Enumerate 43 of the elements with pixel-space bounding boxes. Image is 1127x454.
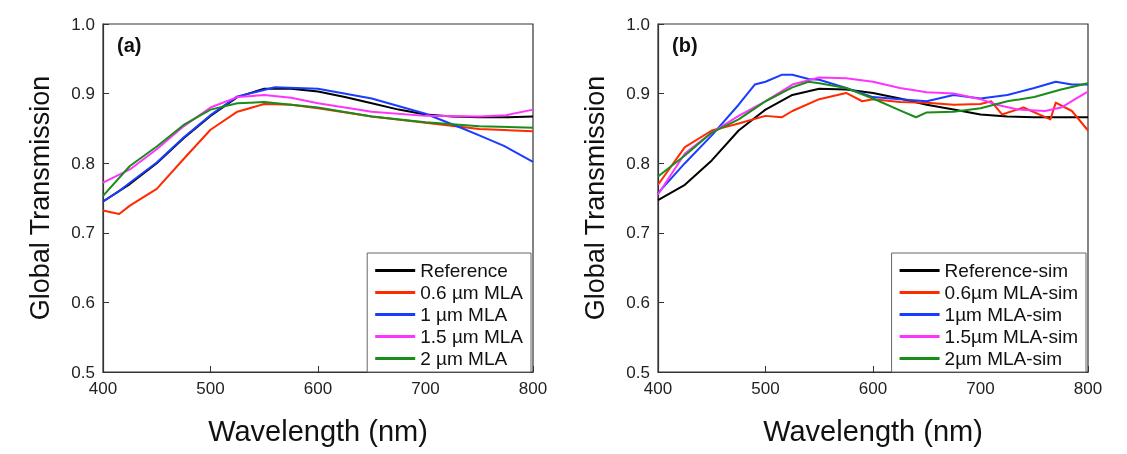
x-tick-label: 500 (751, 379, 780, 398)
legend-label: 0.6 µm MLA (420, 282, 524, 303)
line-series (102, 93, 534, 184)
legend-label: 1µm MLA-sim (944, 304, 1063, 325)
x-tick-label: 800 (1073, 379, 1103, 398)
x-tick-label: 500 (196, 379, 225, 398)
y-tick-label: 0.6 (71, 292, 95, 312)
y-tick-label: 1.0 (71, 14, 95, 34)
y-tick-label: 0.5 (71, 362, 95, 382)
text: (a) (117, 34, 142, 56)
x-tick-label: 400 (643, 379, 673, 398)
line-series (657, 91, 1089, 186)
line-series (657, 80, 1089, 178)
y-tick-label: 1.0 (626, 14, 650, 34)
y-tick-label: 0.9 (71, 84, 95, 104)
x-tick-label: 800 (518, 379, 548, 398)
x-axis-title: Wavelength (nm) (208, 414, 428, 447)
legend-label: 2 µm MLA (420, 348, 508, 369)
y-tick-label: 0.8 (626, 153, 650, 173)
y-tick-label: 0.8 (71, 153, 95, 173)
y-tick-label: 0.6 (626, 292, 650, 312)
y-tick-label: 0.7 (71, 223, 95, 243)
x-tick-label: 600 (858, 379, 888, 398)
text: (b) (672, 34, 698, 56)
legend-label: 0.6µm MLA-sim (944, 282, 1079, 303)
legend-label: 1.5µm MLA-sim (944, 326, 1079, 347)
legend-label: 2µm MLA-sim (944, 348, 1063, 369)
x-tick-label: 400 (88, 379, 118, 398)
y-tick-label: 0.9 (626, 84, 650, 104)
y-axis-title: Global Transmission (579, 75, 610, 321)
x-axis-title: Wavelength (nm) (763, 414, 983, 447)
y-tick-label: 0.7 (626, 223, 650, 243)
x-tick-label: 700 (411, 379, 440, 398)
x-tick-label: 600 (303, 379, 333, 398)
legend-label: Reference-sim (944, 260, 1069, 281)
legend-label: 1 µm MLA (420, 304, 508, 325)
legend-label: Reference (420, 260, 508, 281)
y-axis-title: Global Transmission (24, 75, 55, 321)
legend-label: 1.5 µm MLA (420, 326, 524, 347)
y-tick-label: 0.5 (626, 362, 650, 382)
x-tick-label: 700 (966, 379, 995, 398)
line-series (102, 103, 534, 216)
line-series (102, 100, 534, 197)
